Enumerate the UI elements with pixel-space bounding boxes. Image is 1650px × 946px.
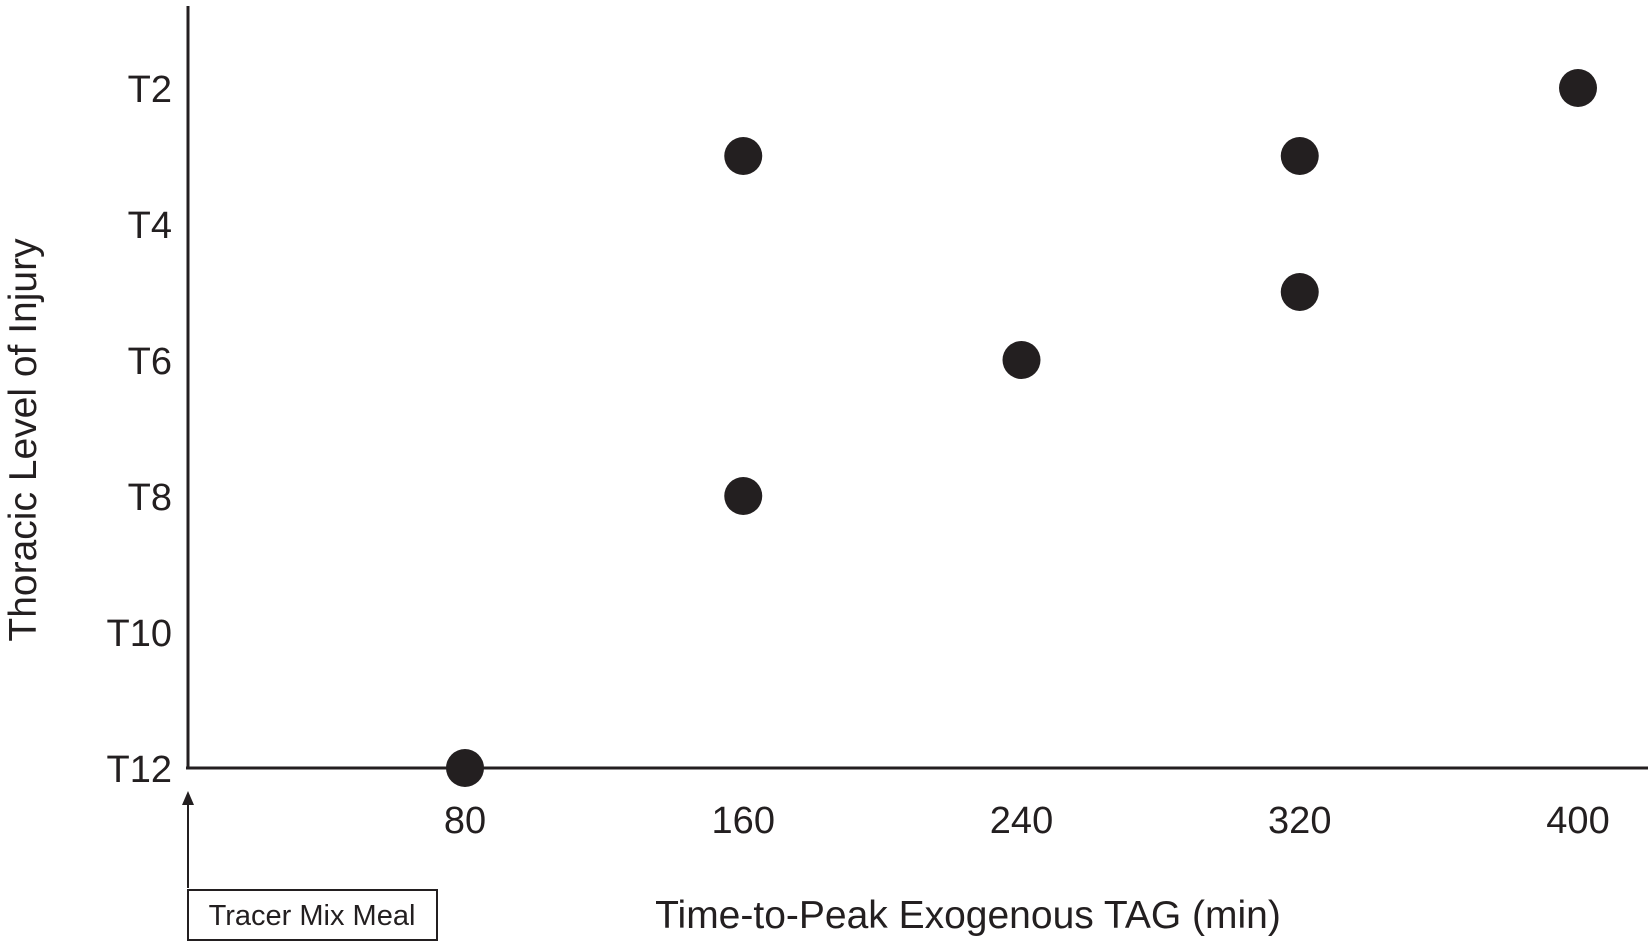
y-tick-label: T2	[128, 69, 172, 111]
y-tick-labels: T2 T4 T6 T8 T10 T12	[107, 69, 172, 791]
y-axis-title: Thoracic Level of Injury	[2, 238, 45, 642]
y-tick-label: T12	[107, 749, 172, 791]
data-point	[1002, 341, 1041, 379]
x-tick-label: 320	[1268, 800, 1331, 842]
arrow-up-icon	[182, 791, 194, 805]
data-point	[1280, 273, 1319, 311]
x-axis-title: Time-to-Peak Exogenous TAG (min)	[655, 894, 1281, 937]
data-point	[724, 137, 763, 175]
x-tick-label: 80	[444, 800, 486, 842]
y-tick-label: T6	[128, 341, 172, 383]
x-tick-label: 160	[712, 800, 775, 842]
x-tick-label: 400	[1546, 800, 1609, 842]
y-tick-label: T4	[128, 205, 172, 247]
data-point	[1280, 137, 1319, 175]
x-tick-labels: 80 160 240 320 400	[444, 800, 1610, 842]
data-point	[446, 749, 484, 787]
tracer-meal-annotation: Tracer Mix Meal	[182, 791, 438, 941]
data-points	[446, 69, 1597, 787]
y-tick-label: T10	[107, 613, 172, 655]
annotation-box	[187, 889, 438, 941]
x-tick-label: 240	[990, 800, 1053, 842]
axes	[186, 6, 1648, 770]
annotation-label: Tracer Mix Meal	[209, 900, 416, 932]
data-point	[724, 477, 763, 515]
data-point	[1559, 69, 1597, 107]
y-tick-label: T8	[128, 477, 172, 519]
